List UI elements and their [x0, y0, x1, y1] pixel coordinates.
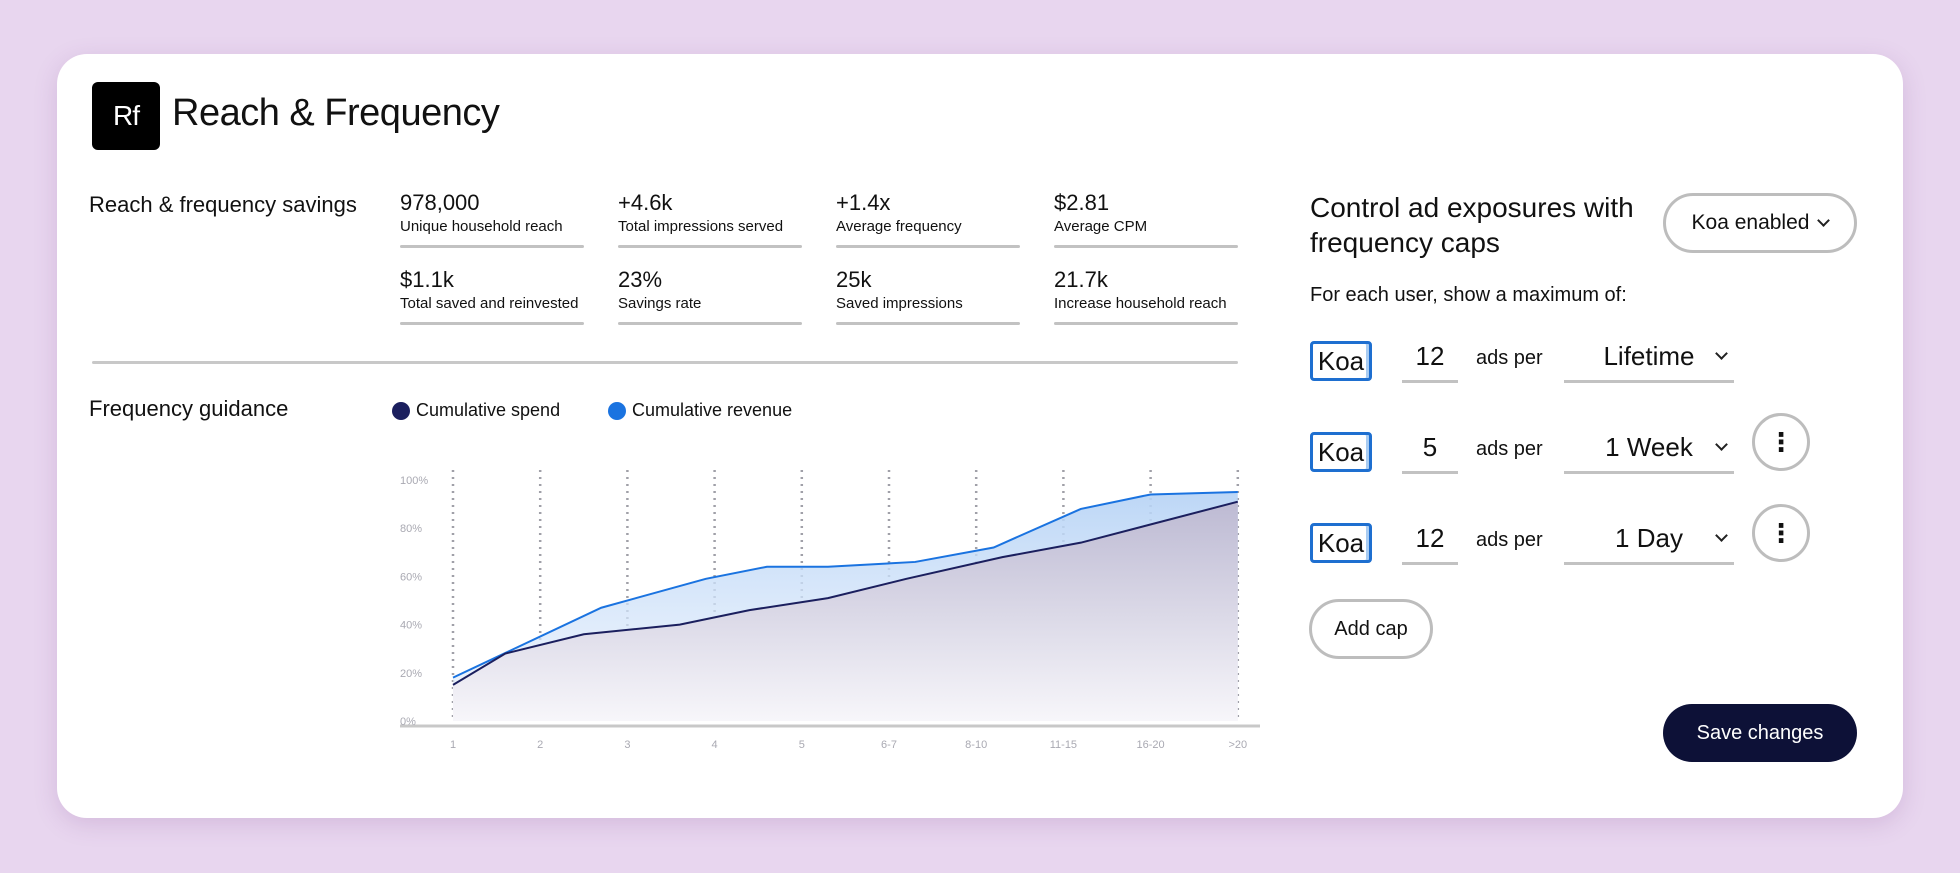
chevron-down-icon: [1715, 438, 1728, 451]
more-options-icon[interactable]: ⋮: [1752, 504, 1810, 562]
cap-period-select[interactable]: Lifetime: [1564, 333, 1734, 383]
select-value: Koa enabled: [1691, 211, 1810, 234]
metric-underline: [400, 245, 584, 248]
y-tick-label: 80%: [400, 523, 422, 535]
legend-item-revenue: Cumulative revenue: [608, 400, 792, 421]
metric-total-saved: $1.1k Total saved and reinvested: [400, 267, 584, 325]
metric-value: $2.81: [1054, 190, 1110, 215]
guidance-section-label: Frequency guidance: [89, 396, 289, 421]
metric-value: 25k: [836, 267, 872, 292]
metric-value: 21.7k: [1054, 267, 1108, 292]
legend-swatch: [392, 401, 410, 420]
frequency-cap-row: Koa 12 ads per Lifetime: [1310, 333, 1810, 393]
chevron-down-icon: [1817, 214, 1831, 227]
page-title: Reach & Frequency: [172, 92, 500, 134]
legend-swatch: [608, 401, 626, 420]
ads-per-label: ads per: [1476, 347, 1543, 369]
add-cap-button[interactable]: Add cap: [1309, 599, 1433, 659]
x-tick-label: 3: [624, 739, 630, 751]
metric-average-frequency: +1.4x Average frequency: [836, 190, 1020, 248]
savings-section-label: Reach & frequency savings: [89, 192, 357, 217]
metric-average-cpm: $2.81 Average CPM: [1054, 190, 1238, 248]
chevron-down-icon: [1715, 529, 1728, 542]
y-tick-label: 60%: [400, 571, 422, 583]
cap-period-select[interactable]: 1 Week: [1564, 424, 1734, 474]
metric-savings-rate: 23% Savings rate: [618, 267, 802, 325]
controls-title: Control ad exposures with frequency caps: [1310, 192, 1634, 258]
metric-value: +1.4x: [836, 190, 891, 215]
legend-label: Cumulative spend: [416, 400, 561, 420]
app-logo: Rf: [92, 82, 160, 150]
metric-underline: [836, 322, 1020, 325]
y-tick-label: 100%: [400, 475, 428, 487]
metric-label: Average frequency: [836, 218, 962, 235]
metric-value: +4.6k: [618, 190, 673, 215]
frequency-cap-row: Koa 5 ads per 1 Week ⋮: [1310, 413, 1810, 484]
cap-target-tag[interactable]: Koa: [1310, 341, 1372, 381]
legend-item-spend: Cumulative spend: [392, 400, 560, 421]
section-divider: [92, 361, 1238, 364]
metric-label: Unique household reach: [400, 218, 563, 235]
x-tick-label: >20: [1228, 739, 1247, 751]
metric-increase-household-reach: 21.7k Increase household reach: [1054, 267, 1238, 325]
cap-count-input[interactable]: 12: [1402, 515, 1458, 565]
y-tick-label: 40%: [400, 620, 422, 632]
cap-target-tag[interactable]: Koa: [1310, 523, 1372, 563]
y-tick-label: 20%: [400, 668, 422, 680]
metric-total-impressions: +4.6k Total impressions served: [618, 190, 802, 248]
metric-underline: [400, 322, 584, 325]
x-tick-label: 11-15: [1050, 739, 1077, 751]
metric-label: Savings rate: [618, 295, 702, 312]
x-tick-label: 4: [712, 739, 718, 751]
x-tick-label: 8-10: [965, 739, 987, 751]
y-tick-label: 0%: [400, 716, 416, 728]
cap-target-tag[interactable]: Koa: [1310, 432, 1372, 472]
metric-underline: [1054, 245, 1238, 248]
select-value: Lifetime: [1603, 341, 1695, 371]
x-tick-label: 2: [537, 739, 543, 751]
metric-value: $1.1k: [400, 267, 454, 292]
x-tick-label: 1: [450, 739, 456, 751]
metric-label: Total impressions served: [618, 218, 784, 235]
metric-label: Saved impressions: [836, 295, 963, 312]
cap-count-input[interactable]: 12: [1402, 333, 1458, 383]
series-area-cumulative-spend: [453, 501, 1238, 721]
metric-underline: [1054, 322, 1238, 325]
chevron-down-icon: [1715, 347, 1728, 360]
metric-label: Increase household reach: [1054, 295, 1227, 312]
koa-enabled-select[interactable]: Koa enabled: [1663, 193, 1857, 253]
frequency-chart: 0% 20% 40% 60% 80% 100% 1 2 3 4 5 6-7 8-10 11-15 16-20…: [400, 470, 1260, 751]
select-value: 1 Day: [1615, 523, 1683, 553]
ads-per-label: ads per: [1476, 438, 1543, 460]
save-changes-button[interactable]: Save changes: [1663, 704, 1857, 762]
metric-label: Total saved and reinvested: [400, 295, 579, 312]
cap-period-select[interactable]: 1 Day: [1564, 515, 1734, 565]
legend-label: Cumulative revenue: [632, 400, 793, 420]
frequency-cap-row: Koa 12 ads per 1 Day ⋮: [1310, 504, 1810, 575]
metric-value: 23%: [618, 267, 663, 292]
ads-per-label: ads per: [1476, 529, 1543, 551]
metric-label: Average CPM: [1054, 218, 1148, 235]
metric-value: 978,000: [400, 190, 480, 215]
x-tick-label: 6-7: [881, 739, 897, 751]
metric-saved-impressions: 25k Saved impressions: [836, 267, 1020, 325]
metric-underline: [618, 245, 802, 248]
x-tick-label: 5: [799, 739, 805, 751]
metric-unique-household-reach: 978,000 Unique household reach: [400, 190, 584, 248]
select-value: 1 Week: [1605, 432, 1693, 462]
series-line-cumulative-spend: [452, 500, 1239, 686]
metric-underline: [836, 245, 1020, 248]
x-tick-label: 16-20: [1137, 739, 1165, 751]
cap-count-input[interactable]: 5: [1402, 424, 1458, 474]
series-line-cumulative-revenue: [452, 491, 1238, 679]
controls-subtitle: For each user, show a maximum of:: [1310, 284, 1627, 306]
metric-underline: [618, 322, 802, 325]
more-options-icon[interactable]: ⋮: [1752, 413, 1810, 471]
